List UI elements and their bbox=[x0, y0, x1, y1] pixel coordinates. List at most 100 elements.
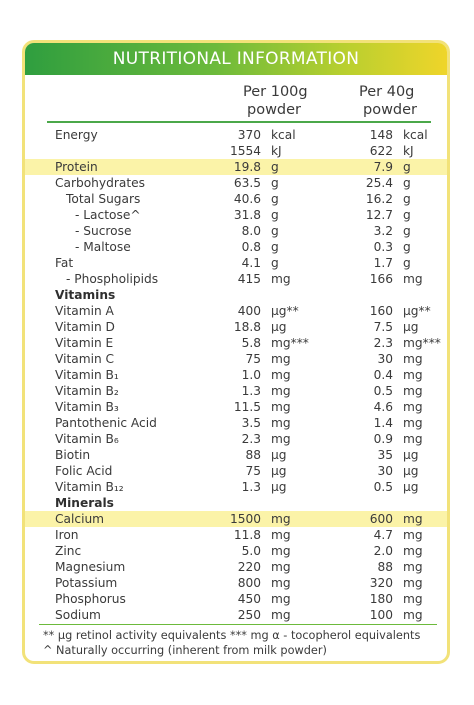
unit-per-40g: mg bbox=[403, 576, 423, 590]
nutrient-row: - Phospholipids 415 mg 166 mg bbox=[25, 271, 447, 287]
unit-per-40g: mg bbox=[403, 432, 423, 446]
nutrient-label: Calcium bbox=[55, 512, 105, 526]
nutrient-label: Energy bbox=[55, 128, 98, 142]
value-per-40g: 622 bbox=[369, 144, 393, 158]
value-per-100g: 18.8 bbox=[233, 320, 261, 334]
value-per-40g: 0.3 bbox=[373, 240, 393, 254]
value-per-40g: 166 bbox=[369, 272, 393, 286]
value-per-100g: 400 bbox=[237, 304, 261, 318]
nutrient-label: Vitamin D bbox=[55, 320, 115, 334]
value-per-100g: 11.8 bbox=[233, 528, 261, 542]
unit-per-100g: mg bbox=[271, 400, 291, 414]
nutrient-row: Energy 370 kcal 148 kcal bbox=[25, 127, 447, 143]
title-banner bbox=[25, 43, 447, 75]
nutrient-row: - Maltose 0.8 g 0.3 g bbox=[25, 239, 447, 255]
nutrient-label: - Sucrose bbox=[75, 224, 132, 238]
value-per-40g: 320 bbox=[369, 576, 393, 590]
nutrient-label: Zinc bbox=[55, 544, 82, 558]
value-per-100g: 1554 bbox=[229, 144, 261, 158]
value-per-40g: 180 bbox=[369, 592, 393, 606]
unit-per-100g: mg bbox=[271, 544, 291, 558]
value-per-40g: 16.2 bbox=[365, 192, 393, 206]
value-per-100g: 1500 bbox=[229, 512, 261, 526]
unit-per-100g: µg bbox=[271, 320, 287, 334]
nutrient-label: Sodium bbox=[55, 608, 101, 622]
nutrient-row: Vitamin B₁₂ 1.3 µg 0.5 µg bbox=[25, 479, 447, 495]
value-per-40g: 0.9 bbox=[373, 432, 393, 446]
unit-per-100g: mg*** bbox=[271, 336, 309, 350]
unit-per-40g: mg bbox=[403, 528, 423, 542]
unit-per-100g: mg bbox=[271, 576, 291, 590]
nutrient-row: Sodium 250 mg 100 mg bbox=[25, 607, 447, 623]
value-per-40g: 35 bbox=[377, 448, 393, 462]
value-per-40g: 600 bbox=[369, 512, 393, 526]
footnote-units: ** µg retinol activity equivalents *** m… bbox=[43, 629, 421, 642]
unit-per-40g: mg bbox=[403, 352, 423, 366]
nutrient-row: 1554 kJ 622 kJ bbox=[25, 143, 447, 159]
nutrient-label: Protein bbox=[55, 160, 98, 174]
value-per-100g: 0.8 bbox=[241, 240, 261, 254]
value-per-40g: 0.5 bbox=[373, 480, 393, 494]
unit-per-40g: g bbox=[403, 176, 411, 190]
value-per-100g: 450 bbox=[237, 592, 261, 606]
value-per-100g: 19.8 bbox=[233, 160, 261, 174]
nutrient-label: Iron bbox=[55, 528, 79, 542]
section-heading: Vitamins bbox=[55, 288, 116, 302]
value-per-40g: 30 bbox=[377, 352, 393, 366]
value-per-40g: 0.4 bbox=[373, 368, 393, 382]
nutrient-label: - Maltose bbox=[75, 240, 131, 254]
panel-title: NUTRITIONAL INFORMATION bbox=[112, 49, 360, 69]
value-per-40g: 25.4 bbox=[365, 176, 393, 190]
nutrient-label: Potassium bbox=[55, 576, 118, 590]
value-per-100g: 220 bbox=[237, 560, 261, 574]
unit-per-40g: µg bbox=[403, 480, 419, 494]
column-header-per-40g: Per 40g powder bbox=[359, 83, 417, 119]
value-per-100g: 3.5 bbox=[241, 416, 261, 430]
unit-per-40g: mg bbox=[403, 384, 423, 398]
unit-per-100g: g bbox=[271, 176, 279, 190]
nutrient-row: Vitamin B₃ 11.5 mg 4.6 mg bbox=[25, 399, 447, 415]
nutrient-label: Phosphorus bbox=[55, 592, 126, 606]
unit-per-40g: mg bbox=[403, 368, 423, 382]
footnote-naturally-occurring: ^ Naturally occurring (inherent from mil… bbox=[43, 644, 327, 657]
nutrient-label: Vitamin B₁₂ bbox=[55, 480, 124, 494]
nutrient-row: Protein 19.8 g 7.9 g bbox=[25, 159, 447, 175]
unit-per-100g: g bbox=[271, 224, 279, 238]
unit-per-40g: kcal bbox=[403, 128, 428, 142]
unit-per-100g: mg bbox=[271, 512, 291, 526]
value-per-100g: 1.3 bbox=[241, 480, 261, 494]
unit-per-40g: µg bbox=[403, 464, 419, 478]
unit-per-40g: g bbox=[403, 240, 411, 254]
nutrient-row: Vitamin B₁ 1.0 mg 0.4 mg bbox=[25, 367, 447, 383]
nutrient-label: Fat bbox=[55, 256, 74, 270]
value-per-40g: 4.7 bbox=[373, 528, 393, 542]
section-heading: Minerals bbox=[55, 496, 114, 510]
column-header-per-100g: Per 100g powder bbox=[243, 83, 308, 119]
value-per-40g: 7.5 bbox=[373, 320, 393, 334]
header-divider bbox=[47, 121, 431, 123]
nutrient-row: Biotin 88 µg 35 µg bbox=[25, 447, 447, 463]
column-header-line: powder bbox=[363, 102, 418, 118]
value-per-40g: 0.5 bbox=[373, 384, 393, 398]
unit-per-40g: mg bbox=[403, 560, 423, 574]
nutrient-row: Zinc 5.0 mg 2.0 mg bbox=[25, 543, 447, 559]
unit-per-100g: mg bbox=[271, 272, 291, 286]
column-header-line: powder bbox=[247, 102, 302, 118]
unit-per-100g: kcal bbox=[271, 128, 296, 142]
unit-per-40g: g bbox=[403, 256, 411, 270]
nutrient-label: Pantothenic Acid bbox=[55, 416, 157, 430]
nutrient-row: Potassium 800 mg 320 mg bbox=[25, 575, 447, 591]
nutrient-label: - Lactose^ bbox=[75, 208, 141, 222]
unit-per-100g: mg bbox=[271, 608, 291, 622]
value-per-100g: 1.0 bbox=[241, 368, 261, 382]
nutrient-row: Vitamin B₂ 1.3 mg 0.5 mg bbox=[25, 383, 447, 399]
unit-per-100g: µg bbox=[271, 464, 287, 478]
nutrient-label: - Phospholipids bbox=[66, 272, 159, 286]
nutrient-row: Vitamin E 5.8 mg*** 2.3 mg*** bbox=[25, 335, 447, 351]
unit-per-40g: µg bbox=[403, 448, 419, 462]
unit-per-100g: mg bbox=[271, 384, 291, 398]
unit-per-40g: g bbox=[403, 192, 411, 206]
nutrient-label: Vitamin E bbox=[55, 336, 114, 350]
unit-per-100g: mg bbox=[271, 368, 291, 382]
value-per-100g: 370 bbox=[237, 128, 261, 142]
